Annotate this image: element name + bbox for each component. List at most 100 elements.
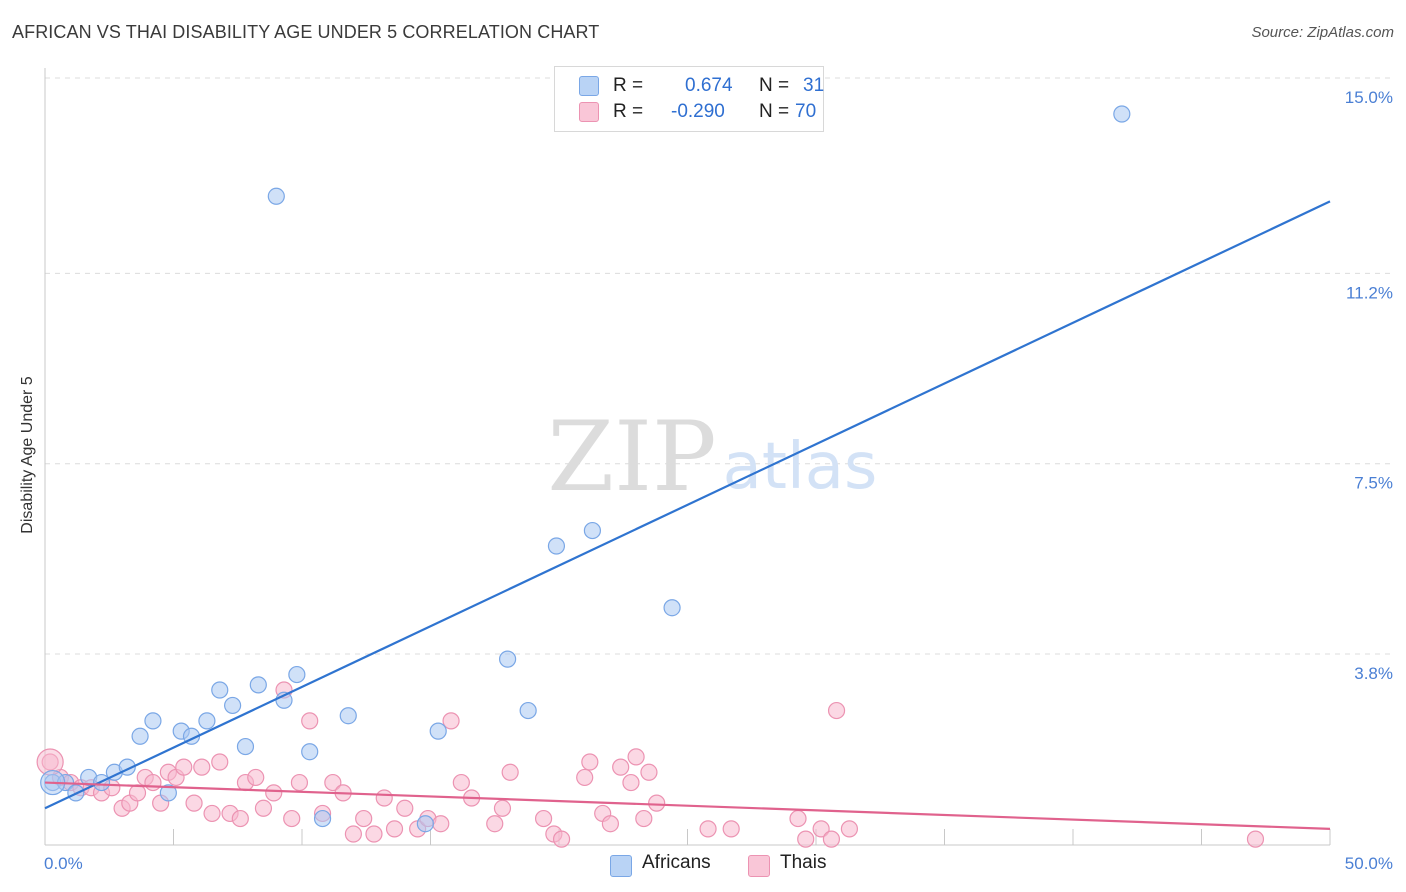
thais-legend-swatch — [748, 855, 770, 877]
thais-point — [648, 794, 666, 812]
thais-point — [534, 809, 553, 828]
thais-point — [442, 712, 460, 730]
thais-point — [365, 825, 383, 843]
thais-trend-line — [44, 781, 1331, 830]
thais-point — [355, 809, 373, 828]
thais-point — [627, 748, 645, 766]
thais-point — [840, 820, 859, 838]
africans-point — [547, 537, 566, 555]
legend-n-value: 31 — [803, 75, 825, 96]
y-tick-label: 3.8% — [1354, 664, 1393, 683]
thais-point — [254, 799, 273, 817]
thais-point — [375, 789, 393, 807]
thais-point — [247, 768, 265, 787]
africans-point — [499, 650, 517, 668]
africans-point — [519, 701, 537, 720]
africans-point — [301, 743, 319, 761]
thais-point — [1246, 830, 1265, 848]
thais-point — [144, 773, 162, 792]
thais-points — [36, 681, 1265, 848]
thais-point — [699, 820, 717, 838]
watermark-atlas: atlas — [723, 430, 878, 504]
thais-point — [493, 799, 512, 817]
africans-point — [144, 712, 162, 730]
africans-legend-swatch — [610, 855, 632, 877]
africans-point — [131, 727, 149, 745]
africans-point — [1113, 105, 1131, 123]
thais-point — [827, 701, 846, 720]
thais-point — [452, 773, 470, 792]
africans-point — [429, 722, 447, 740]
africans-point — [224, 696, 242, 715]
thais-point — [576, 768, 594, 787]
thais-point — [185, 794, 203, 812]
thais-point — [211, 753, 229, 771]
africans-point — [236, 737, 255, 756]
legend-n-label: N = — [759, 75, 790, 96]
tick-labels: 3.8% 7.5% 11.2% 15.0% 0.0% 50.0% — [44, 88, 1393, 873]
legend-r-value: -0.290 — [671, 101, 725, 122]
thais-point — [193, 758, 211, 776]
thais-point — [797, 830, 815, 848]
thais-point — [301, 712, 319, 730]
africans-point — [159, 784, 177, 802]
thais-point — [486, 815, 504, 833]
watermark: ZIP atlas — [547, 401, 877, 513]
africans-point — [211, 681, 229, 699]
africans-points — [40, 105, 1131, 833]
africans-point — [583, 521, 602, 540]
y-tick-label: 11.2% — [1346, 283, 1393, 302]
legend-n-value: 70 — [795, 101, 817, 122]
chart-title: AFRICAN VS THAI DISABILITY AGE UNDER 5 C… — [12, 22, 600, 42]
thais-point — [581, 753, 599, 771]
africans-point — [288, 665, 306, 684]
thais-point — [203, 804, 221, 823]
y-tick-label: 15.0% — [1345, 88, 1393, 107]
legend-r-label: R = — [613, 101, 644, 122]
thais-point — [324, 773, 342, 792]
thais-point — [231, 809, 249, 828]
thais-point — [722, 820, 740, 838]
legend-r-label: R = — [613, 75, 644, 96]
thais-point — [789, 809, 807, 828]
africans-legend-label: Africans — [642, 852, 711, 873]
watermark-zip: ZIP — [547, 401, 716, 513]
x-tick-label: 0.0% — [44, 854, 83, 873]
thais-point — [396, 799, 414, 817]
thais-legend-label: Thais — [780, 852, 827, 873]
thais-point — [344, 825, 362, 843]
africans-point — [249, 676, 267, 694]
y-tick-label: 7.5% — [1354, 474, 1393, 493]
legend-n-label: N = — [759, 101, 790, 122]
thais-point — [128, 784, 147, 802]
x-tick-label: 50.0% — [1345, 854, 1393, 873]
africans-swatch — [579, 76, 599, 96]
thais-point — [385, 820, 404, 838]
legend-r-value: 0.674 — [685, 75, 733, 96]
thais-point — [265, 784, 283, 802]
thais-point — [175, 758, 193, 776]
source-credit: Source: ZipAtlas.com — [1251, 24, 1394, 41]
africans-point — [416, 815, 434, 833]
thais-point — [822, 830, 841, 848]
thais-swatch — [579, 102, 599, 122]
thais-point — [290, 773, 309, 792]
thais-point — [622, 773, 640, 792]
africans-trend-line — [44, 200, 1331, 810]
grid-lines — [45, 77, 1390, 655]
trend-lines — [44, 200, 1331, 830]
thais-point — [552, 830, 571, 848]
thais-point — [432, 815, 450, 833]
africans-point — [313, 809, 332, 828]
thais-point — [501, 763, 519, 781]
africans-point — [339, 707, 357, 725]
thais-point — [612, 758, 630, 776]
thais-point — [635, 809, 653, 828]
africans-point — [663, 599, 681, 617]
thais-point — [812, 820, 830, 838]
thais-point — [640, 763, 658, 781]
africans-point — [198, 712, 216, 730]
africans-point — [267, 187, 285, 205]
correlation-legend: R = 0.674 N = 31 R = -0.290 N = 70 — [554, 66, 824, 132]
